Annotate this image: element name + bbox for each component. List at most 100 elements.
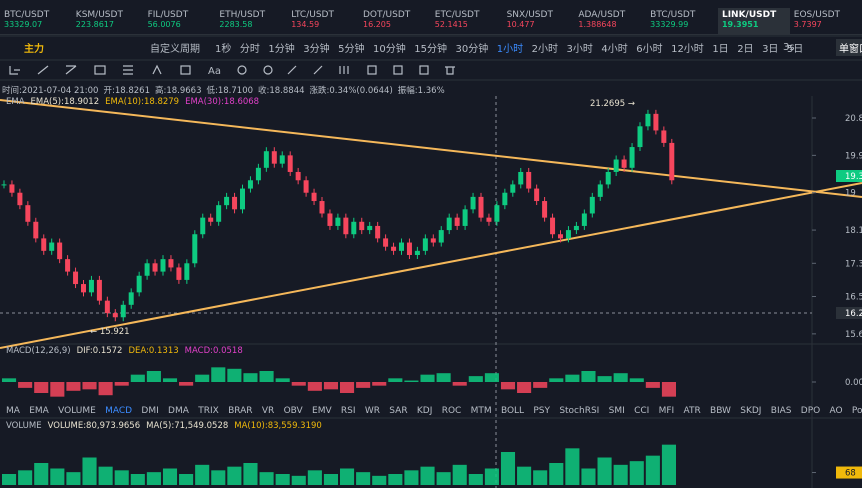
indicator-tab[interactable]: BIAS [770, 406, 792, 416]
period[interactable]: 1小时 [496, 43, 524, 55]
bar [356, 382, 371, 388]
candle-body [33, 221, 39, 239]
period[interactable]: 1分钟 [268, 43, 295, 55]
indicator-tab[interactable]: AO [829, 406, 843, 416]
candle-body [65, 259, 71, 272]
ticker-tab[interactable]: LTC/USDT 134.59 [287, 8, 359, 34]
indicator-tab[interactable]: ROC [441, 406, 462, 416]
indicator-tab[interactable]: RSI [340, 406, 356, 416]
indicator-tab[interactable]: DMA [168, 406, 189, 416]
indicator-tab[interactable]: EMV [312, 406, 332, 416]
bar [549, 378, 564, 382]
indicator-tab[interactable]: DPO [800, 406, 821, 416]
info-field: 收:18.8844 [258, 86, 305, 96]
period[interactable]: 5日 [786, 43, 804, 55]
bar [420, 374, 435, 382]
legend-item: EMA(5):18.9012 [30, 97, 100, 107]
bar [130, 374, 145, 382]
candle-body [629, 147, 635, 168]
period[interactable]: 5分钟 [338, 43, 365, 55]
candle-body [597, 184, 603, 197]
period[interactable]: 分时 [239, 43, 260, 55]
indicator-tab[interactable]: MA [6, 406, 20, 416]
indicator-tab[interactable]: KDJ [416, 406, 433, 416]
refresh[interactable]: 3s [783, 41, 795, 53]
indicator-tab[interactable]: MTM [470, 406, 492, 416]
indicator-tab[interactable]: SKDJ [740, 406, 762, 416]
indicator-tab[interactable]: EMA [29, 406, 49, 416]
period[interactable]: 3分钟 [303, 43, 330, 55]
indicator-tab[interactable]: VOLUME [58, 406, 96, 416]
indicator-tab[interactable]: BBW [710, 406, 731, 416]
bar [533, 470, 548, 485]
ticker-tab[interactable]: BTC/USDT 33329.07 [0, 8, 72, 34]
bar [98, 382, 113, 396]
ticker-tab[interactable]: SNX/USDT 10.477 [503, 8, 575, 34]
ticker-tab[interactable]: ETC/USDT 52.1415 [431, 8, 503, 34]
candle-body [240, 188, 245, 210]
candle-body [534, 188, 540, 202]
indicator-tab[interactable]: Position [851, 406, 862, 416]
indicator-tab[interactable]: ATR [683, 406, 701, 416]
candle-body [160, 259, 166, 272]
period[interactable]: 12小时 [671, 43, 704, 55]
indicator-tab[interactable]: MACD [105, 406, 133, 416]
period[interactable]: 3小时 [566, 43, 593, 55]
period[interactable]: 2日 [737, 43, 754, 55]
bar [307, 382, 322, 391]
main-button[interactable]: 主力 [24, 43, 44, 55]
indicator-tab[interactable]: PSY [533, 406, 551, 416]
candle-body [399, 242, 404, 251]
bar [2, 474, 17, 485]
drawing-tools[interactable] [9, 64, 455, 75]
period[interactable]: 1日 [712, 43, 729, 55]
bar [114, 382, 129, 386]
ticker-tab[interactable]: EOS/USDT 3.7397 [790, 8, 862, 34]
candle-body [96, 279, 102, 301]
cursor-price: 16.2 [845, 309, 862, 319]
period[interactable]: 30分钟 [455, 43, 489, 55]
ticker-tab[interactable]: ADA/USDT 1.388648 [574, 8, 646, 34]
ticker-tab[interactable]: KSM/USDT 223.8617 [72, 8, 144, 34]
ticker-tab[interactable]: DOT/USDT 16.205 [359, 8, 431, 34]
indicator-tab[interactable]: SAR [389, 406, 408, 416]
indicator-tab[interactable]: StochRSI [559, 406, 600, 416]
trendline [0, 99, 862, 198]
indicator-tab[interactable]: OBV [283, 406, 303, 416]
y-tick-label: 17.3 [845, 259, 862, 269]
indicator-tab[interactable]: SMI [608, 406, 625, 416]
bar [243, 373, 258, 382]
indicator-tab[interactable]: MFI [658, 406, 675, 416]
window-mode[interactable]: 单窗口 [836, 38, 862, 56]
last-price: 19.3 [845, 172, 862, 182]
period[interactable]: 4小时 [601, 43, 628, 55]
indicator-tab[interactable]: VR [261, 406, 275, 416]
ticker-tab[interactable]: FIL/USDT 56.0076 [144, 8, 216, 34]
indicator-tab[interactable]: DMI [141, 406, 159, 416]
ticker-tab[interactable]: BTC/USDT 33329.99 [646, 8, 718, 34]
period[interactable]: 3日 [762, 43, 779, 55]
candle-body [589, 196, 595, 214]
period[interactable]: 15分钟 [414, 43, 447, 55]
candle-body [73, 271, 79, 285]
indicator-tab[interactable]: BOLL [500, 406, 525, 416]
custom-period[interactable]: 自定义周期 [150, 43, 200, 55]
indicator-tab[interactable]: TRIX [198, 406, 219, 416]
bar [162, 378, 178, 382]
bar [549, 463, 564, 485]
ticker-tab[interactable]: LINK/USDT 19.3951 [717, 8, 790, 34]
indicator-tab[interactable]: BRAR [228, 406, 253, 416]
y-tick-label: 18.1 [845, 226, 862, 236]
pair: ETH/USDT [219, 10, 266, 20]
period[interactable]: 1秒 [215, 43, 232, 55]
period[interactable]: 6小时 [636, 43, 663, 55]
ticker-tab[interactable]: ETH/USDT 2283.58 [215, 8, 287, 34]
text-tool[interactable]: Aa [208, 66, 221, 77]
period[interactable]: 10分钟 [373, 43, 406, 55]
indicator-tab[interactable]: CCI [634, 406, 650, 416]
indicator-tab[interactable]: WR [364, 406, 380, 416]
bar [645, 455, 660, 485]
bar [565, 448, 580, 485]
period[interactable]: 2小时 [531, 43, 558, 55]
